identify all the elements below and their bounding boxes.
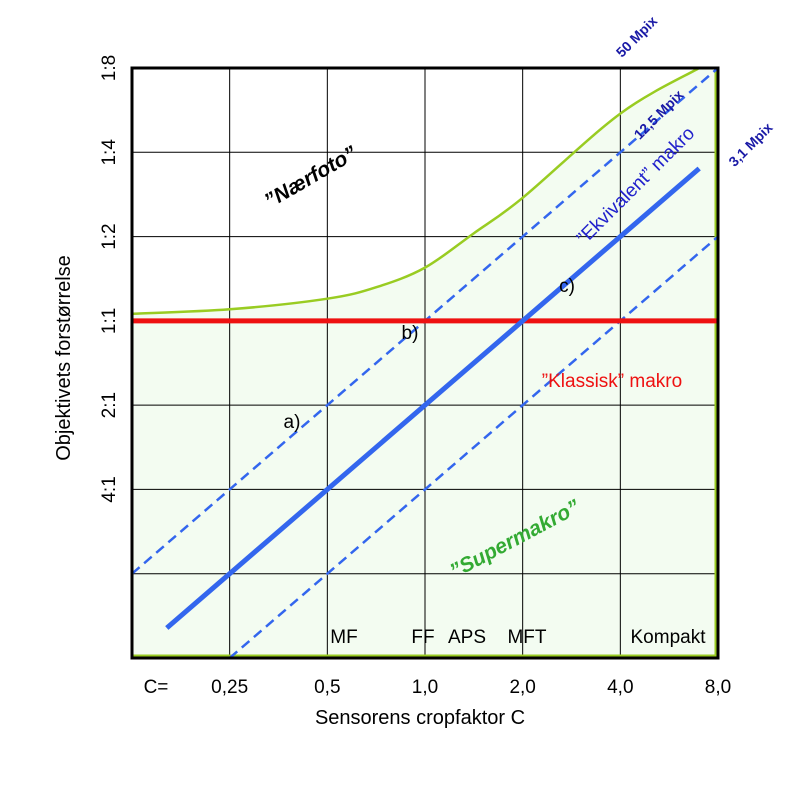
y-tick-label: 1:2	[99, 223, 120, 249]
x-tick-label: 0,5	[314, 677, 340, 698]
y-tick-label: 1:4	[99, 139, 120, 166]
x-tick-labels: 0,25 0,5 1,0 2,0 4,0 8,0	[211, 677, 731, 698]
y-tick-labels: 4:1 2:1 1:1 1:2 1:4 1:8	[99, 55, 120, 503]
y-tick-label: 1:8	[99, 55, 120, 81]
sensor-mft-label: MFT	[507, 627, 546, 648]
x-tick-label: 8,0	[705, 677, 731, 698]
y-axis-title: Objektivets forstørrelse	[53, 255, 75, 461]
y-tick-label: 2:1	[99, 392, 120, 418]
y-tick-label: 1:1	[99, 308, 120, 334]
x-tick-label: 0,25	[211, 677, 248, 698]
plot-frame	[130, 66, 720, 660]
sensor-ff-label: FF	[411, 627, 434, 648]
sensor-mf-label: MF	[330, 627, 357, 648]
ekvivalent-makro-line	[165, 166, 701, 630]
region-b-label: b)	[402, 323, 419, 344]
series-layer	[131, 66, 719, 659]
x-tick-prefix: C=	[144, 677, 169, 698]
region-c-label: c)	[559, 276, 575, 297]
y-tick-label: 4:1	[99, 476, 120, 502]
mpix-3-1-dashed-line	[228, 235, 719, 659]
klassisk-makro-label: ”Klassisk” makro	[542, 371, 682, 392]
naerfoto-boundary-curve	[131, 66, 700, 316]
sensor-kompakt-label: Kompakt	[631, 627, 707, 648]
sensor-aps-label: APS	[448, 627, 486, 648]
region-a-label: a)	[284, 412, 301, 433]
x-tick-label: 2,0	[509, 677, 535, 698]
x-tick-label: 4,0	[607, 677, 633, 698]
x-tick-label: 1,0	[412, 677, 438, 698]
x-axis-title: Sensorens cropfaktor C	[315, 707, 525, 729]
